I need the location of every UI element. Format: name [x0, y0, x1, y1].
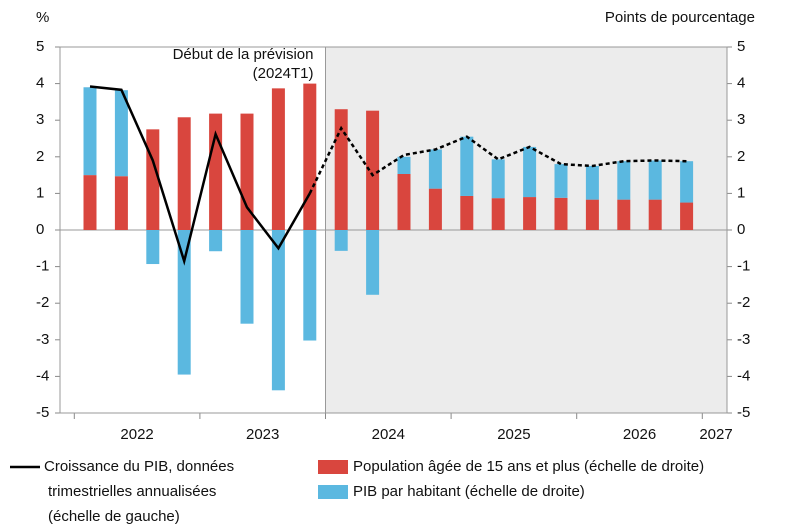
bar: [397, 174, 411, 230]
bar: [523, 146, 537, 198]
bar: [366, 230, 380, 295]
y-tick-label: 5: [36, 38, 44, 55]
y2-tick-label: -5: [737, 404, 750, 421]
bar: [271, 230, 285, 391]
y2-tick-label: 5: [737, 38, 745, 55]
bar: [554, 164, 568, 198]
bar: [523, 197, 537, 230]
bar: [680, 202, 694, 230]
bar: [397, 156, 411, 175]
x-tick-label: 2027: [699, 426, 732, 443]
bar: [209, 230, 223, 252]
y-tick-label: 1: [36, 184, 44, 201]
x-tick-label: 2023: [246, 426, 279, 443]
x-tick-label: 2025: [497, 426, 530, 443]
bar: [460, 195, 474, 230]
bar: [491, 198, 505, 230]
y2-tick-label: 3: [737, 111, 745, 128]
bar: [428, 149, 442, 189]
y2-axis-label: Points de pourcentage: [605, 9, 755, 26]
legend-label: Croissance du PIB, données: [44, 458, 234, 475]
y-axis-label: %: [36, 9, 49, 26]
bar: [585, 165, 599, 200]
bar: [303, 230, 317, 341]
y-tick-label: -5: [36, 404, 49, 421]
y-tick-label: -2: [36, 294, 49, 311]
y2-tick-label: 1: [737, 184, 745, 201]
bar: [177, 230, 191, 375]
y-tick-label: 0: [36, 221, 44, 238]
y2-tick-label: -1: [737, 258, 750, 275]
legend-label: Population âgée de 15 ans et plus (échel…: [353, 458, 704, 475]
bar: [240, 230, 254, 324]
bar: [303, 83, 317, 230]
annotation: Début de la prévision: [173, 46, 314, 63]
bar: [617, 199, 631, 230]
y-tick-label: -1: [36, 258, 49, 275]
y2-tick-label: -4: [737, 367, 750, 384]
legend-swatch: [318, 460, 348, 474]
bar: [83, 175, 97, 230]
bar: [146, 129, 160, 230]
legend-label: trimestrielles annualisées: [48, 483, 216, 500]
line: [89, 85, 311, 266]
bar: [585, 199, 599, 230]
y-tick-label: -3: [36, 331, 49, 348]
bar: [680, 161, 694, 203]
bar: [617, 161, 631, 200]
bar: [648, 199, 662, 230]
bar: [428, 188, 442, 230]
legend-swatch: [318, 485, 348, 499]
x-tick-label: 2026: [623, 426, 656, 443]
y-tick-label: 3: [36, 111, 44, 128]
bar: [334, 109, 348, 230]
bar: [177, 117, 191, 230]
y2-tick-label: 2: [737, 148, 745, 165]
y2-tick-label: 0: [737, 221, 745, 238]
plot-frame: [59, 46, 728, 414]
x-tick-label: 2024: [372, 426, 405, 443]
y-tick-label: 2: [36, 148, 44, 165]
y-tick-label: -4: [36, 367, 49, 384]
bar: [491, 159, 505, 199]
bar: [648, 160, 662, 200]
bar: [114, 90, 128, 177]
bar: [271, 88, 285, 230]
bar: [146, 230, 160, 265]
y2-tick-label: 4: [737, 75, 745, 92]
y-tick-label: 4: [36, 75, 44, 92]
bar: [334, 230, 348, 251]
bar: [83, 87, 97, 176]
legend-label: (échelle de gauche): [48, 508, 180, 525]
x-tick-label: 2022: [120, 426, 153, 443]
bar: [366, 110, 380, 230]
bar: [554, 197, 568, 230]
bar: [114, 176, 128, 230]
line-forecast: [308, 125, 687, 194]
bar: [460, 136, 474, 196]
y2-tick-label: -2: [737, 294, 750, 311]
legend-label: PIB par habitant (échelle de droite): [353, 483, 585, 500]
annotation: (2024T1): [253, 65, 314, 82]
y2-tick-label: -3: [737, 331, 750, 348]
